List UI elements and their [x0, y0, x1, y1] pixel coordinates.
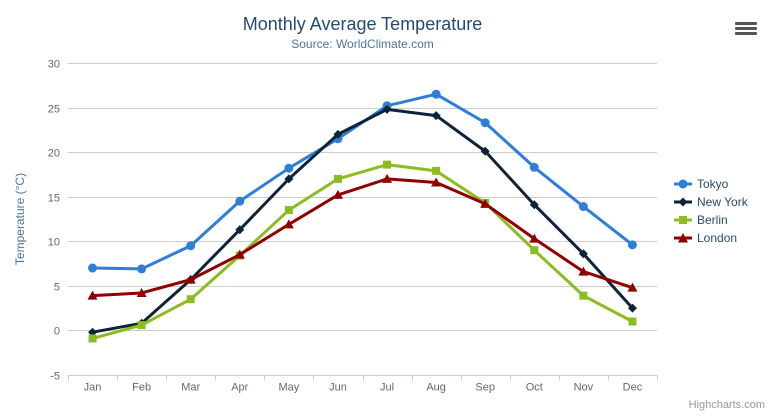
x-axis-label: Apr: [231, 382, 248, 394]
series-london-point-marker[interactable]: [529, 233, 540, 243]
series-london-point-marker[interactable]: [382, 173, 393, 183]
series-london-point-marker[interactable]: [136, 287, 147, 297]
series-tokyo-point-marker[interactable]: [578, 202, 588, 212]
export-menu-button[interactable]: [735, 19, 759, 37]
hamburger-icon: [735, 31, 757, 35]
y-axis-label: -5: [50, 371, 60, 383]
series-new-york-point-marker[interactable]: [333, 129, 343, 139]
series-new-york-point-marker[interactable]: [284, 174, 294, 184]
hamburger-icon: [735, 21, 757, 25]
x-axis-label: Aug: [426, 382, 446, 394]
series-new-york-line[interactable]: [91, 107, 634, 334]
series-london-point-marker[interactable]: [87, 290, 98, 300]
legend-label-london: London: [697, 231, 738, 245]
x-axis-label: Jan: [84, 382, 102, 394]
legend-item-berlin[interactable]: Berlin: [674, 213, 748, 227]
legend-label-tokyo: Tokyo: [697, 177, 729, 191]
series-london-point-marker[interactable]: [283, 219, 294, 229]
x-axis-label: May: [278, 382, 299, 394]
x-axis-label: Oct: [526, 382, 543, 394]
series-new-york-point-marker[interactable]: [578, 249, 588, 259]
series-new-york-point-marker[interactable]: [431, 111, 441, 121]
series-berlin-point-marker[interactable]: [88, 334, 97, 343]
y-axis-label: 10: [48, 237, 60, 249]
y-axis-label: 5: [54, 282, 60, 294]
series-london-point-marker[interactable]: [234, 249, 245, 259]
series-tokyo-point-marker[interactable]: [284, 163, 294, 173]
series-berlin-point-marker[interactable]: [284, 206, 293, 215]
x-axis-label: Feb: [132, 382, 151, 394]
y-axis-label: 20: [48, 148, 60, 160]
triangle-legend-marker-icon: [674, 233, 692, 243]
diamond-legend-marker-icon: [674, 197, 692, 207]
chart-subtitle: Source: WorldClimate.com: [291, 37, 434, 51]
legend-item-new-york[interactable]: New York: [674, 195, 748, 209]
series-tokyo-point-marker[interactable]: [529, 162, 539, 172]
series-london-point-marker[interactable]: [480, 198, 491, 208]
legend: Tokyo New York Berlin London: [674, 177, 748, 245]
series-new-york-point-marker[interactable]: [529, 200, 539, 210]
x-axis-label: Jul: [380, 382, 394, 394]
legend-item-tokyo[interactable]: Tokyo: [674, 177, 748, 191]
series-berlin-point-marker[interactable]: [383, 160, 392, 169]
series-tokyo-point-marker[interactable]: [186, 241, 196, 251]
circle-legend-marker-icon: [674, 179, 692, 189]
series-berlin-point-marker[interactable]: [333, 174, 342, 183]
x-axis-label: Nov: [574, 382, 594, 394]
x-axis-label: Sep: [475, 382, 495, 394]
series-berlin-point-marker[interactable]: [137, 321, 146, 330]
series-london-point-marker[interactable]: [627, 282, 638, 292]
series-berlin-point-marker[interactable]: [432, 166, 441, 175]
highcharts-credit-link[interactable]: Highcharts.com: [688, 399, 765, 411]
legend-label-new-york: New York: [697, 195, 748, 209]
series-berlin-line[interactable]: [91, 163, 634, 340]
y-axis-title: Temperature (°C): [13, 172, 27, 266]
series-new-york-point-marker[interactable]: [382, 104, 392, 114]
series-new-york-point-marker[interactable]: [627, 303, 637, 313]
legend-item-london[interactable]: London: [674, 231, 748, 245]
legend-label-berlin: Berlin: [697, 213, 728, 227]
y-axis-label: 25: [48, 104, 60, 116]
series-new-york-point-marker[interactable]: [480, 146, 490, 156]
x-axis-label: Mar: [181, 382, 200, 394]
series-berlin-point-marker[interactable]: [530, 246, 539, 255]
y-axis-label: 0: [54, 326, 60, 338]
series-london-point-marker[interactable]: [431, 177, 442, 187]
hamburger-icon: [735, 26, 757, 30]
chart-title: Monthly Average Temperature: [242, 14, 483, 34]
series-tokyo-point-marker[interactable]: [480, 118, 490, 128]
series-new-york-point-marker[interactable]: [235, 225, 245, 235]
square-legend-marker-icon: [674, 216, 692, 224]
series-london-point-marker[interactable]: [578, 266, 589, 276]
series-tokyo-point-marker[interactable]: [627, 240, 637, 250]
series-london-point-marker[interactable]: [332, 189, 343, 199]
x-axis-label: Jun: [329, 382, 347, 394]
series-tokyo-point-marker[interactable]: [88, 263, 98, 273]
y-axis-label: 15: [48, 193, 60, 205]
series-tokyo-point-marker[interactable]: [431, 89, 441, 99]
x-axis-label: Dec: [623, 382, 643, 394]
series-tokyo-point-marker[interactable]: [235, 196, 245, 206]
series-tokyo-point-marker[interactable]: [137, 264, 147, 274]
series-london-point-marker[interactable]: [185, 274, 196, 284]
series-berlin-point-marker[interactable]: [186, 295, 195, 304]
series-berlin-point-marker[interactable]: [628, 317, 637, 326]
series-london-line[interactable]: [91, 177, 634, 298]
y-axis-label: 30: [48, 59, 60, 71]
series-berlin-point-marker[interactable]: [579, 291, 588, 300]
